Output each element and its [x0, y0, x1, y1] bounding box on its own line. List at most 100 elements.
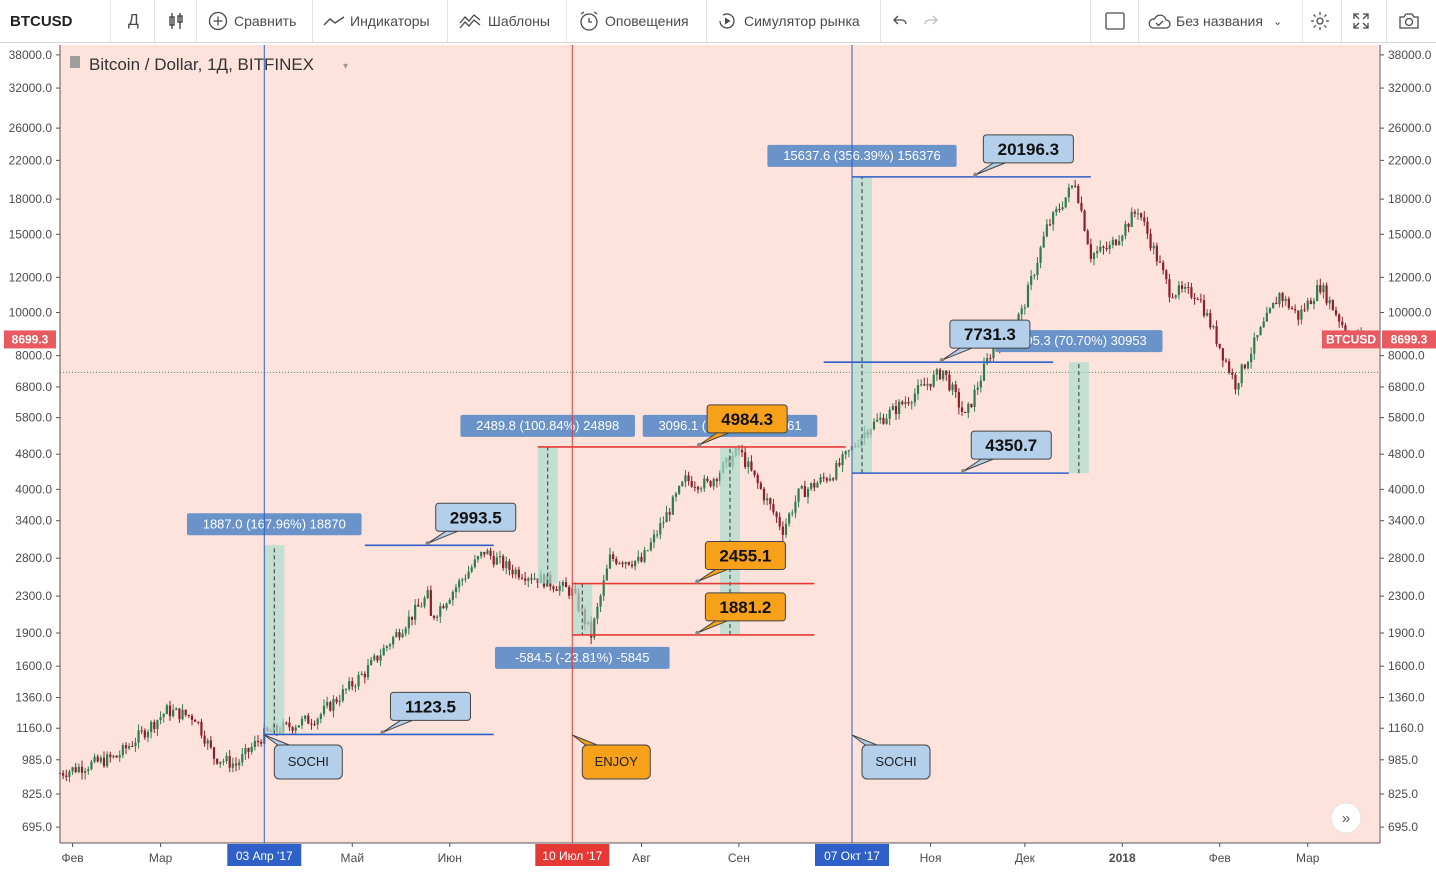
- candle-body: [508, 561, 511, 570]
- indicators-button[interactable]: Индикаторы: [322, 0, 430, 42]
- y-tick-label-right: 12000.0: [1388, 270, 1432, 284]
- candle-body: [1023, 307, 1026, 309]
- candle-body: [901, 401, 904, 405]
- x-tick-label: Май: [341, 851, 365, 865]
- candle-body: [951, 384, 954, 391]
- vertical-callout[interactable]: SOCHI: [263, 734, 343, 780]
- candle-body: [1234, 374, 1237, 390]
- candle-body: [608, 554, 612, 569]
- y-tick-label-right: 10000.0: [1388, 306, 1432, 320]
- candle-body: [93, 756, 96, 762]
- interval-button[interactable]: Д: [128, 0, 139, 42]
- candle-body: [1312, 300, 1316, 305]
- candle-body: [992, 348, 995, 359]
- price-chart[interactable]: 1887.0 (167.96%) 18870 2489.8 (100.84%) 2…: [0, 43, 1436, 873]
- candle-body: [1275, 302, 1278, 305]
- candle-body: [313, 724, 316, 726]
- double-chevron-right-icon: »: [1342, 810, 1350, 827]
- vertical-callout[interactable]: ENJOY: [571, 734, 651, 780]
- symbol-search-button[interactable]: BTCUSD: [10, 0, 73, 42]
- vertical-callout[interactable]: SOCHI: [851, 734, 931, 780]
- candle-body: [74, 767, 77, 773]
- candle-body: [973, 389, 976, 407]
- candle-body: [1177, 285, 1180, 296]
- candle-body: [1344, 325, 1347, 334]
- candle-body: [806, 488, 810, 498]
- alerts-label: Оповещения: [605, 13, 689, 29]
- level-callout[interactable]: 1881.2: [695, 592, 786, 636]
- y-tick-label-right: 985.0: [1388, 753, 1418, 767]
- candle-body: [888, 410, 891, 419]
- x-tick-label: Мар: [1296, 851, 1320, 865]
- candle-body: [898, 401, 901, 415]
- settings-button[interactable]: [1309, 0, 1331, 42]
- candle-body: [942, 370, 945, 380]
- level-callout[interactable]: 20196.3: [973, 134, 1074, 178]
- candle-body: [681, 481, 684, 487]
- candle-body: [1328, 299, 1331, 304]
- alerts-button[interactable]: Оповещения: [578, 0, 689, 42]
- candle-body: [957, 392, 960, 408]
- level-callout[interactable]: 4984.3: [696, 404, 788, 448]
- candle-body: [351, 681, 354, 687]
- candle-body: [1319, 285, 1322, 293]
- candle-body: [882, 417, 885, 424]
- candle-body: [1290, 307, 1294, 310]
- y-tick-label-right: 18000.0: [1388, 192, 1432, 206]
- level-callout[interactable]: 7731.3: [939, 319, 1031, 363]
- candle-body: [1253, 337, 1256, 354]
- candle-body: [1306, 300, 1309, 310]
- level-callout[interactable]: 1123.5: [380, 691, 471, 735]
- candle-body: [1250, 353, 1253, 363]
- candle-body: [473, 559, 476, 568]
- snapshot-button[interactable]: [1397, 0, 1421, 42]
- candle-body: [319, 714, 322, 720]
- candle-body: [156, 720, 159, 730]
- y-tick-label-left: 1600.0: [15, 659, 52, 673]
- candle-body: [514, 569, 517, 575]
- candle-body: [762, 488, 766, 501]
- compare-button[interactable]: Сравнить: [208, 0, 296, 42]
- candle-body: [1127, 223, 1130, 227]
- candle-body: [938, 369, 942, 380]
- candle-body: [841, 454, 844, 466]
- undo-button[interactable]: [891, 0, 909, 42]
- measure-range[interactable]: [572, 583, 593, 635]
- redo-button[interactable]: [922, 0, 940, 42]
- level-callout[interactable]: 2455.1: [695, 541, 786, 584]
- candle-body: [1152, 245, 1155, 249]
- replay-button[interactable]: Симулятор рынка: [716, 0, 860, 42]
- fullscreen-layout-button[interactable]: [1104, 0, 1126, 42]
- level-callout[interactable]: 2993.5: [425, 502, 517, 546]
- candle-body: [674, 493, 678, 497]
- measure-range[interactable]: [1068, 362, 1089, 474]
- candle-body: [222, 761, 225, 763]
- price-tag-right: [1382, 330, 1436, 349]
- candle-body: [1064, 197, 1067, 208]
- measure-range[interactable]: [537, 446, 558, 584]
- scroll-to-realtime-button[interactable]: »: [1330, 802, 1362, 834]
- fullscreen-button[interactable]: [1351, 0, 1371, 42]
- candle-body: [401, 633, 404, 638]
- candle-body: [756, 475, 759, 484]
- plot-area[interactable]: [60, 45, 1379, 843]
- candle-body: [432, 615, 436, 618]
- candle-body: [1083, 210, 1086, 231]
- y-tick-label-right: 2800.0: [1388, 551, 1425, 565]
- y-tick-label-left: 6800.0: [15, 380, 52, 394]
- candle-body: [872, 421, 876, 430]
- candle-body: [326, 702, 329, 706]
- candle-body: [168, 705, 172, 717]
- templates-label: Шаблоны: [488, 13, 550, 29]
- candle-body: [1155, 245, 1158, 262]
- save-layout-button[interactable]: Без названия ⌄: [1146, 0, 1282, 42]
- y-tick-label-right: 5800.0: [1388, 411, 1425, 425]
- candle-body: [1231, 372, 1234, 375]
- candle-body: [964, 411, 967, 413]
- level-callout[interactable]: 4350.7: [961, 430, 1052, 474]
- chart-legend[interactable]: Bitcoin / Dollar, 1Д, BITFINEX ▾: [70, 55, 348, 74]
- templates-button[interactable]: Шаблоны: [458, 0, 550, 42]
- chart-style-button[interactable]: [166, 0, 186, 42]
- y-tick-label-left: 5800.0: [15, 411, 52, 425]
- candles-icon: [169, 13, 183, 29]
